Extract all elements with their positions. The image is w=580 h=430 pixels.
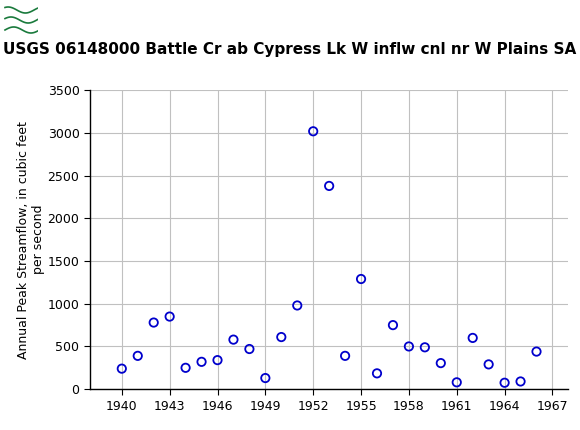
- Point: [165, 313, 175, 320]
- Text: USGS 06148000 Battle Cr ab Cypress Lk W inflw cnl nr W Plains SA: USGS 06148000 Battle Cr ab Cypress Lk W …: [3, 42, 577, 57]
- Point: [149, 319, 158, 326]
- Point: [325, 182, 334, 189]
- Point: [117, 365, 126, 372]
- Point: [277, 334, 286, 341]
- Point: [197, 358, 206, 365]
- Text: USGS: USGS: [44, 11, 99, 29]
- Point: [420, 344, 430, 351]
- Point: [532, 348, 541, 355]
- Point: [340, 353, 350, 359]
- Point: [213, 356, 222, 363]
- Point: [468, 335, 477, 341]
- Point: [500, 379, 509, 386]
- Point: [357, 276, 366, 283]
- Point: [181, 364, 190, 371]
- Point: [436, 359, 445, 366]
- Point: [245, 346, 254, 353]
- Point: [133, 353, 143, 359]
- Point: [261, 375, 270, 381]
- Point: [309, 128, 318, 135]
- Bar: [3, 2, 68, 38]
- Point: [452, 379, 462, 386]
- Point: [516, 378, 525, 385]
- Y-axis label: Annual Peak Streamflow, in cubic feet
per second: Annual Peak Streamflow, in cubic feet pe…: [17, 121, 45, 359]
- Point: [389, 322, 398, 329]
- Point: [292, 302, 302, 309]
- Point: [372, 370, 382, 377]
- Point: [404, 343, 414, 350]
- Point: [484, 361, 494, 368]
- Point: [229, 336, 238, 343]
